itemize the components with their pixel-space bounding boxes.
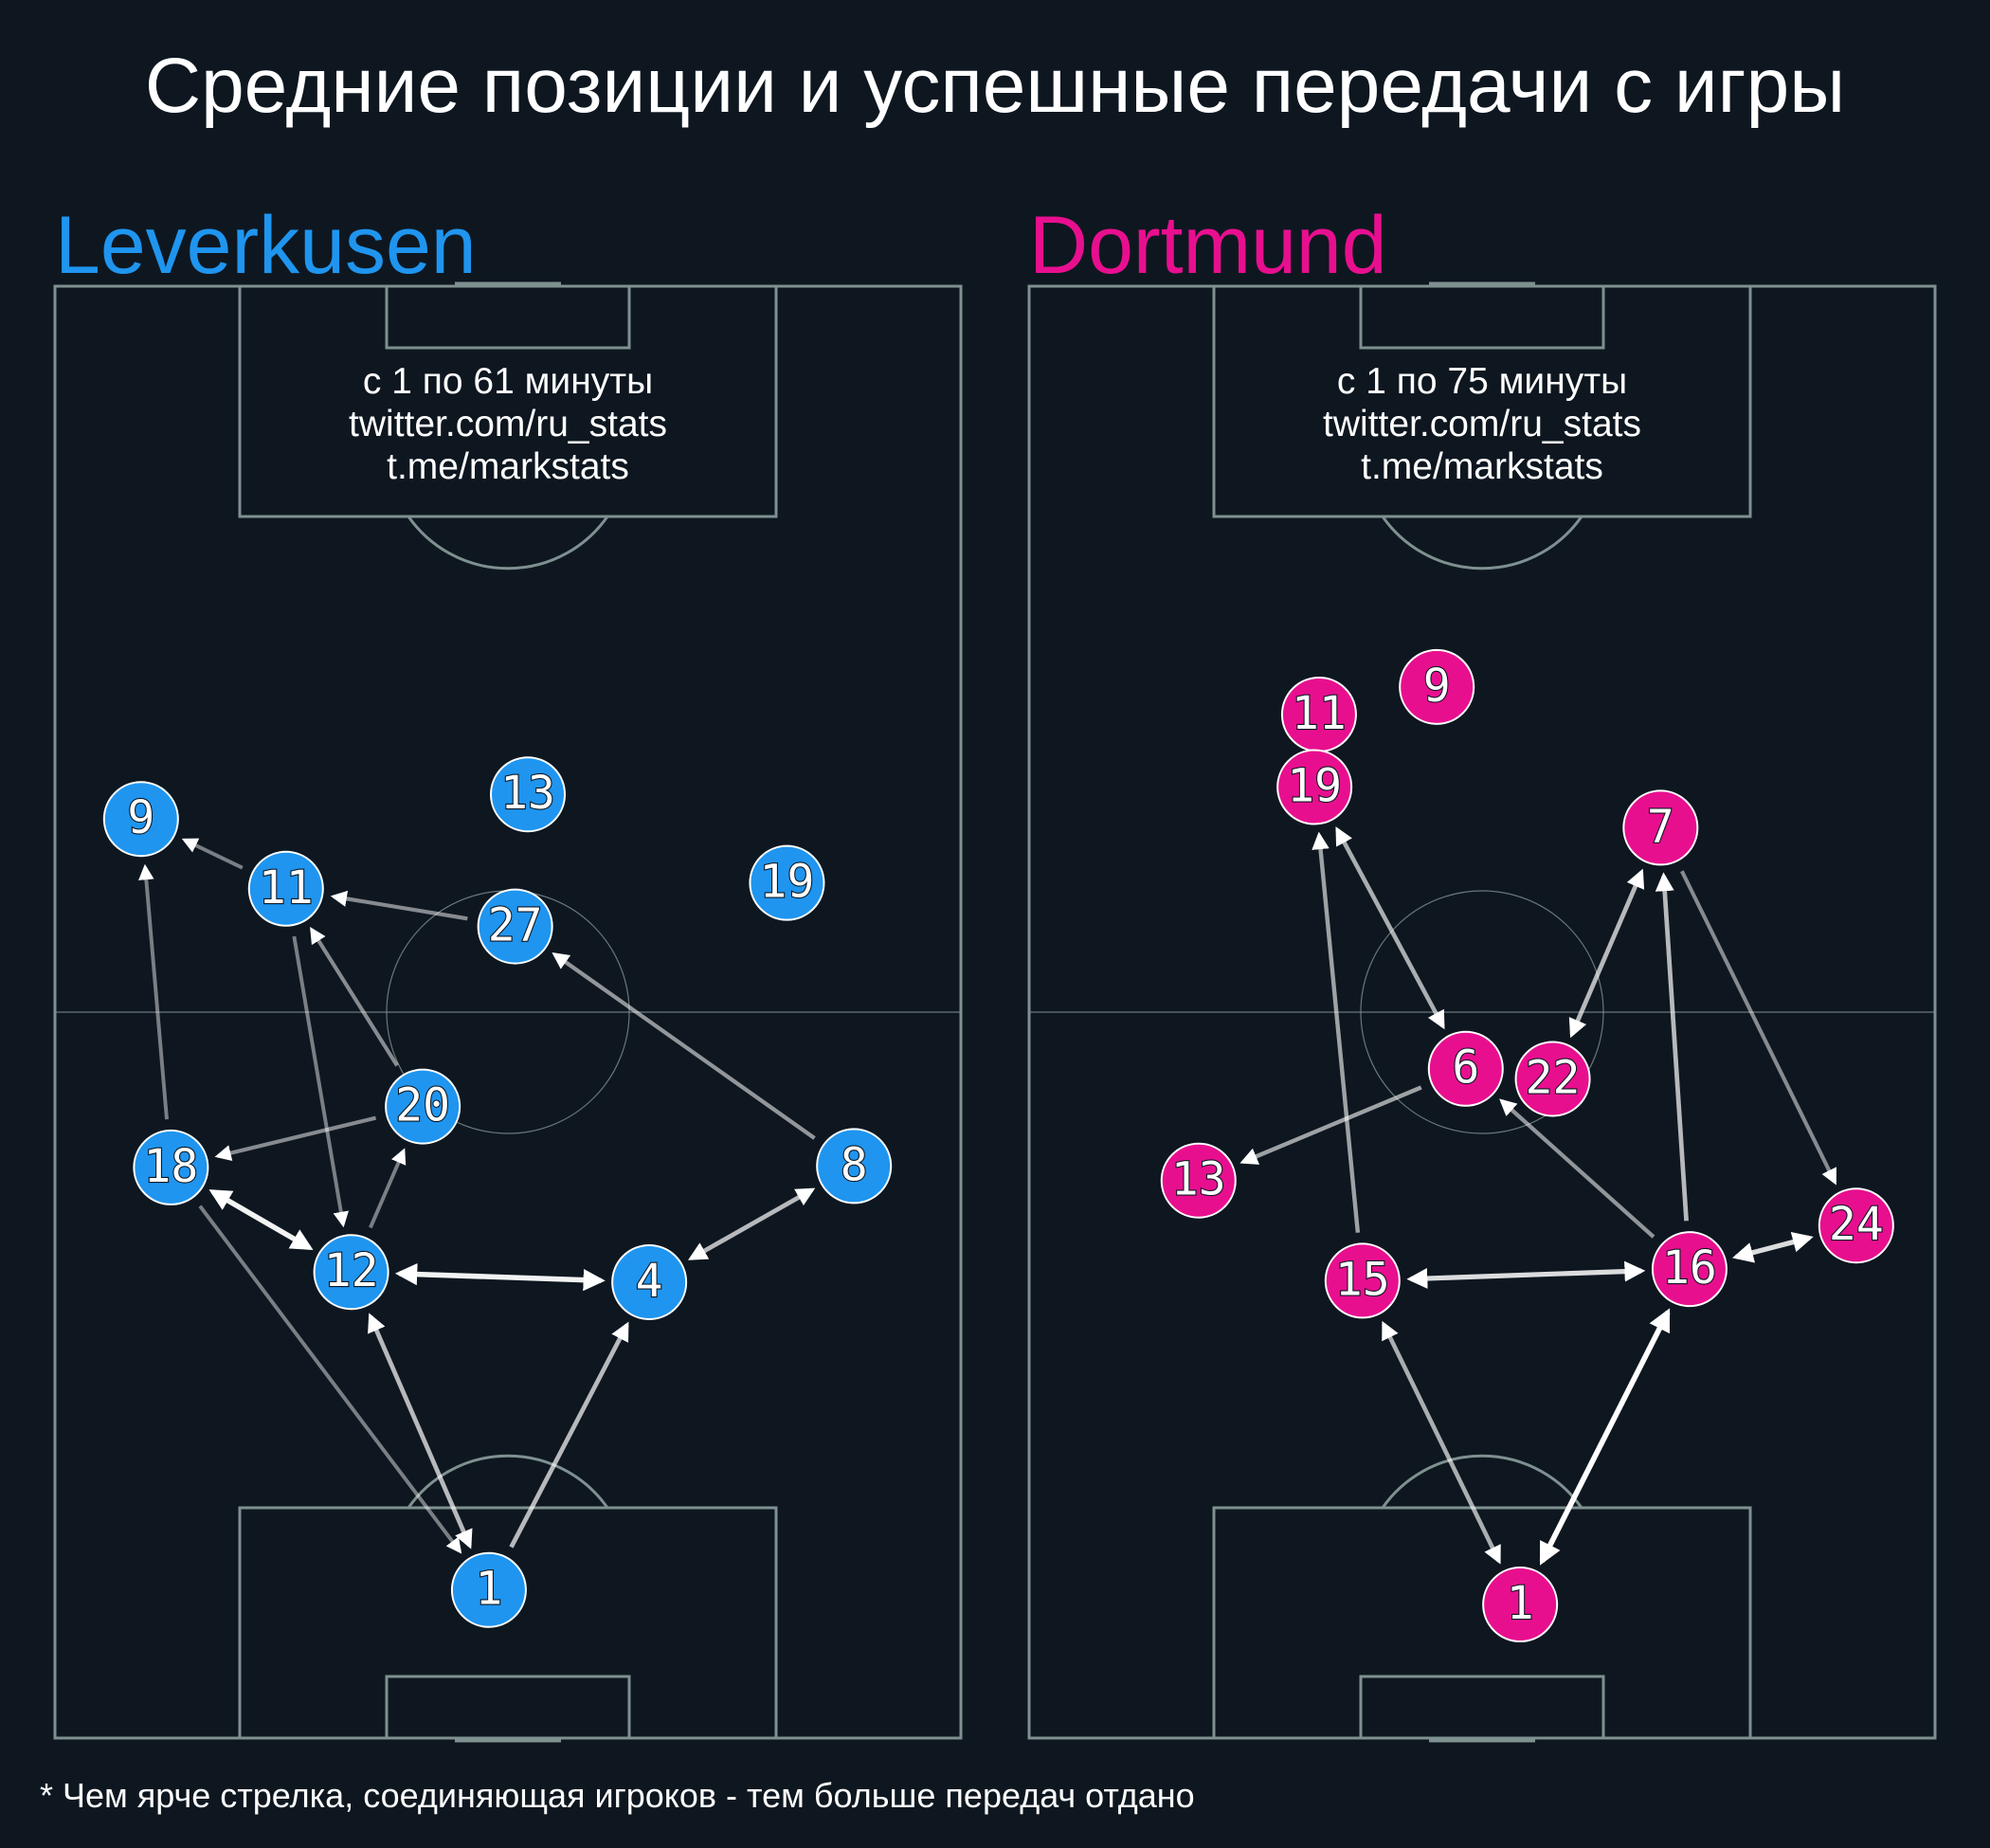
goal-area-top: [1359, 284, 1605, 350]
penalty-area-bottom: [1212, 1506, 1752, 1740]
pass-arrow-1-16: [1539, 1308, 1671, 1566]
player-nodes: 9 13 19 11 27 20 18 8 12 4 1: [102, 756, 893, 1628]
player-label-11: 11: [1292, 687, 1347, 740]
player-label-19: 19: [1287, 760, 1342, 813]
player-node-20: [385, 1068, 461, 1145]
note-twitter: twitter.com/ru_stats: [1323, 404, 1641, 444]
penalty-arc-top: [1381, 516, 1583, 571]
player-label-12: 12: [324, 1244, 379, 1297]
player-label-27: 27: [488, 899, 543, 952]
player-node-12: [313, 1234, 389, 1311]
team-name-left: Leverkusen: [55, 200, 477, 291]
player-label-9: 9: [127, 791, 154, 844]
player-node-4: [611, 1243, 688, 1320]
chart-title: Средние позиции и успешные передачи с иг…: [144, 43, 1846, 129]
pass-arrow-1-4: [509, 1321, 629, 1549]
player-node-22: [1514, 1041, 1591, 1117]
player-node-19: [749, 844, 825, 921]
pass-arrow-11-9: [181, 838, 244, 870]
note-period: с 1 по 75 минуты: [1336, 361, 1628, 402]
goal-area-top: [385, 284, 631, 350]
pass-arrow-7-22: [1568, 868, 1645, 1039]
pass-arrow-27-11: [330, 890, 468, 921]
goal-area-bottom: [1359, 1675, 1605, 1740]
pass-arrow-6-13: [1239, 1085, 1422, 1165]
player-label-8: 8: [841, 1138, 868, 1191]
player-node-1: [1482, 1567, 1559, 1643]
player-label-13: 13: [1171, 1153, 1226, 1206]
team-name-right: Dortmund: [1029, 200, 1387, 291]
player-nodes: 9 11 19 7 6 22 13 24 16 15 1: [1160, 648, 1894, 1643]
pass-arrows: [1239, 826, 1837, 1566]
player-label-19: 19: [760, 856, 815, 909]
player-label-4: 4: [636, 1255, 663, 1308]
pass-arrow-8-27: [552, 951, 816, 1140]
goal-area-bottom: [385, 1675, 631, 1740]
player-node-6: [1427, 1030, 1504, 1107]
pass-arrow-16-6: [1499, 1098, 1655, 1239]
pass-arrow-11-12: [292, 935, 349, 1228]
player-label-24: 24: [1829, 1198, 1884, 1251]
player-node-7: [1622, 789, 1699, 866]
player-label-7: 7: [1647, 800, 1674, 853]
penalty-area-bottom: [238, 1506, 778, 1740]
note-period: с 1 по 61 минуты: [362, 361, 654, 402]
player-label-9: 9: [1423, 660, 1451, 713]
pass-arrow-18-12: [208, 1189, 314, 1251]
player-label-20: 20: [395, 1079, 450, 1132]
player-node-19: [1276, 749, 1353, 825]
pass-arrow-16-7: [1655, 872, 1689, 1222]
player-label-15: 15: [1335, 1253, 1390, 1306]
penalty-arc-top: [407, 516, 609, 571]
pass-arrow-7-24: [1680, 870, 1837, 1186]
pitch-note-right: с 1 по 75 минуты twitter.com/ru_stats t.…: [1029, 360, 1935, 488]
player-node-9: [1399, 648, 1475, 725]
pass-arrow-15-19: [1312, 831, 1361, 1233]
pass-arrow-4-8: [688, 1187, 816, 1260]
pitch-right: 9 11 19 7 6 22 13 24 16 15 1: [1027, 281, 1937, 1743]
penalty-arc-bottom: [1381, 1454, 1583, 1509]
player-node-9: [102, 781, 179, 858]
note-twitter: twitter.com/ru_stats: [349, 404, 667, 444]
player-label-16: 16: [1662, 1241, 1717, 1295]
player-node-13: [490, 756, 567, 833]
note-telegram: t.me/markstats: [387, 446, 629, 487]
player-node-24: [1818, 1187, 1894, 1264]
player-node-8: [816, 1128, 893, 1205]
pitch-left: 9 13 19 11 27 20 18 8 12 4 1: [53, 281, 963, 1743]
pass-arrow-15-16: [1406, 1260, 1646, 1289]
player-label-6: 6: [1452, 1042, 1479, 1095]
player-label-11: 11: [259, 861, 314, 915]
player-label-13: 13: [500, 767, 555, 820]
player-label-18: 18: [143, 1140, 198, 1193]
pitch-note-left: с 1 по 61 минуты twitter.com/ru_stats t.…: [55, 360, 961, 488]
player-node-16: [1651, 1231, 1728, 1308]
player-label-1: 1: [1507, 1577, 1534, 1630]
player-label-22: 22: [1526, 1051, 1581, 1104]
footnote: * Чем ярче стрелка, соединяющая игроков …: [40, 1776, 1195, 1815]
pass-arrow-12-4: [394, 1262, 606, 1292]
pass-arrow-12-20: [369, 1148, 407, 1229]
pass-arrows: [138, 838, 816, 1554]
pass-arrow-1-12: [368, 1313, 473, 1549]
pass-arrow-20-11: [310, 927, 399, 1067]
penalty-arc-bottom: [407, 1454, 609, 1509]
player-node-27: [477, 888, 553, 965]
player-node-15: [1324, 1242, 1401, 1319]
player-label-1: 1: [475, 1563, 502, 1616]
player-node-18: [133, 1129, 209, 1205]
pass-arrow-19-6: [1335, 826, 1445, 1030]
pass-arrow-18-9: [138, 863, 169, 1120]
player-node-1: [450, 1551, 527, 1628]
player-node-11: [247, 850, 324, 927]
pass-arrow-1-15: [1382, 1320, 1501, 1565]
pass-arrow-20-18: [214, 1115, 377, 1162]
note-telegram: t.me/markstats: [1361, 446, 1603, 487]
pass-arrow-16-24: [1732, 1231, 1814, 1263]
player-node-13: [1160, 1142, 1237, 1219]
